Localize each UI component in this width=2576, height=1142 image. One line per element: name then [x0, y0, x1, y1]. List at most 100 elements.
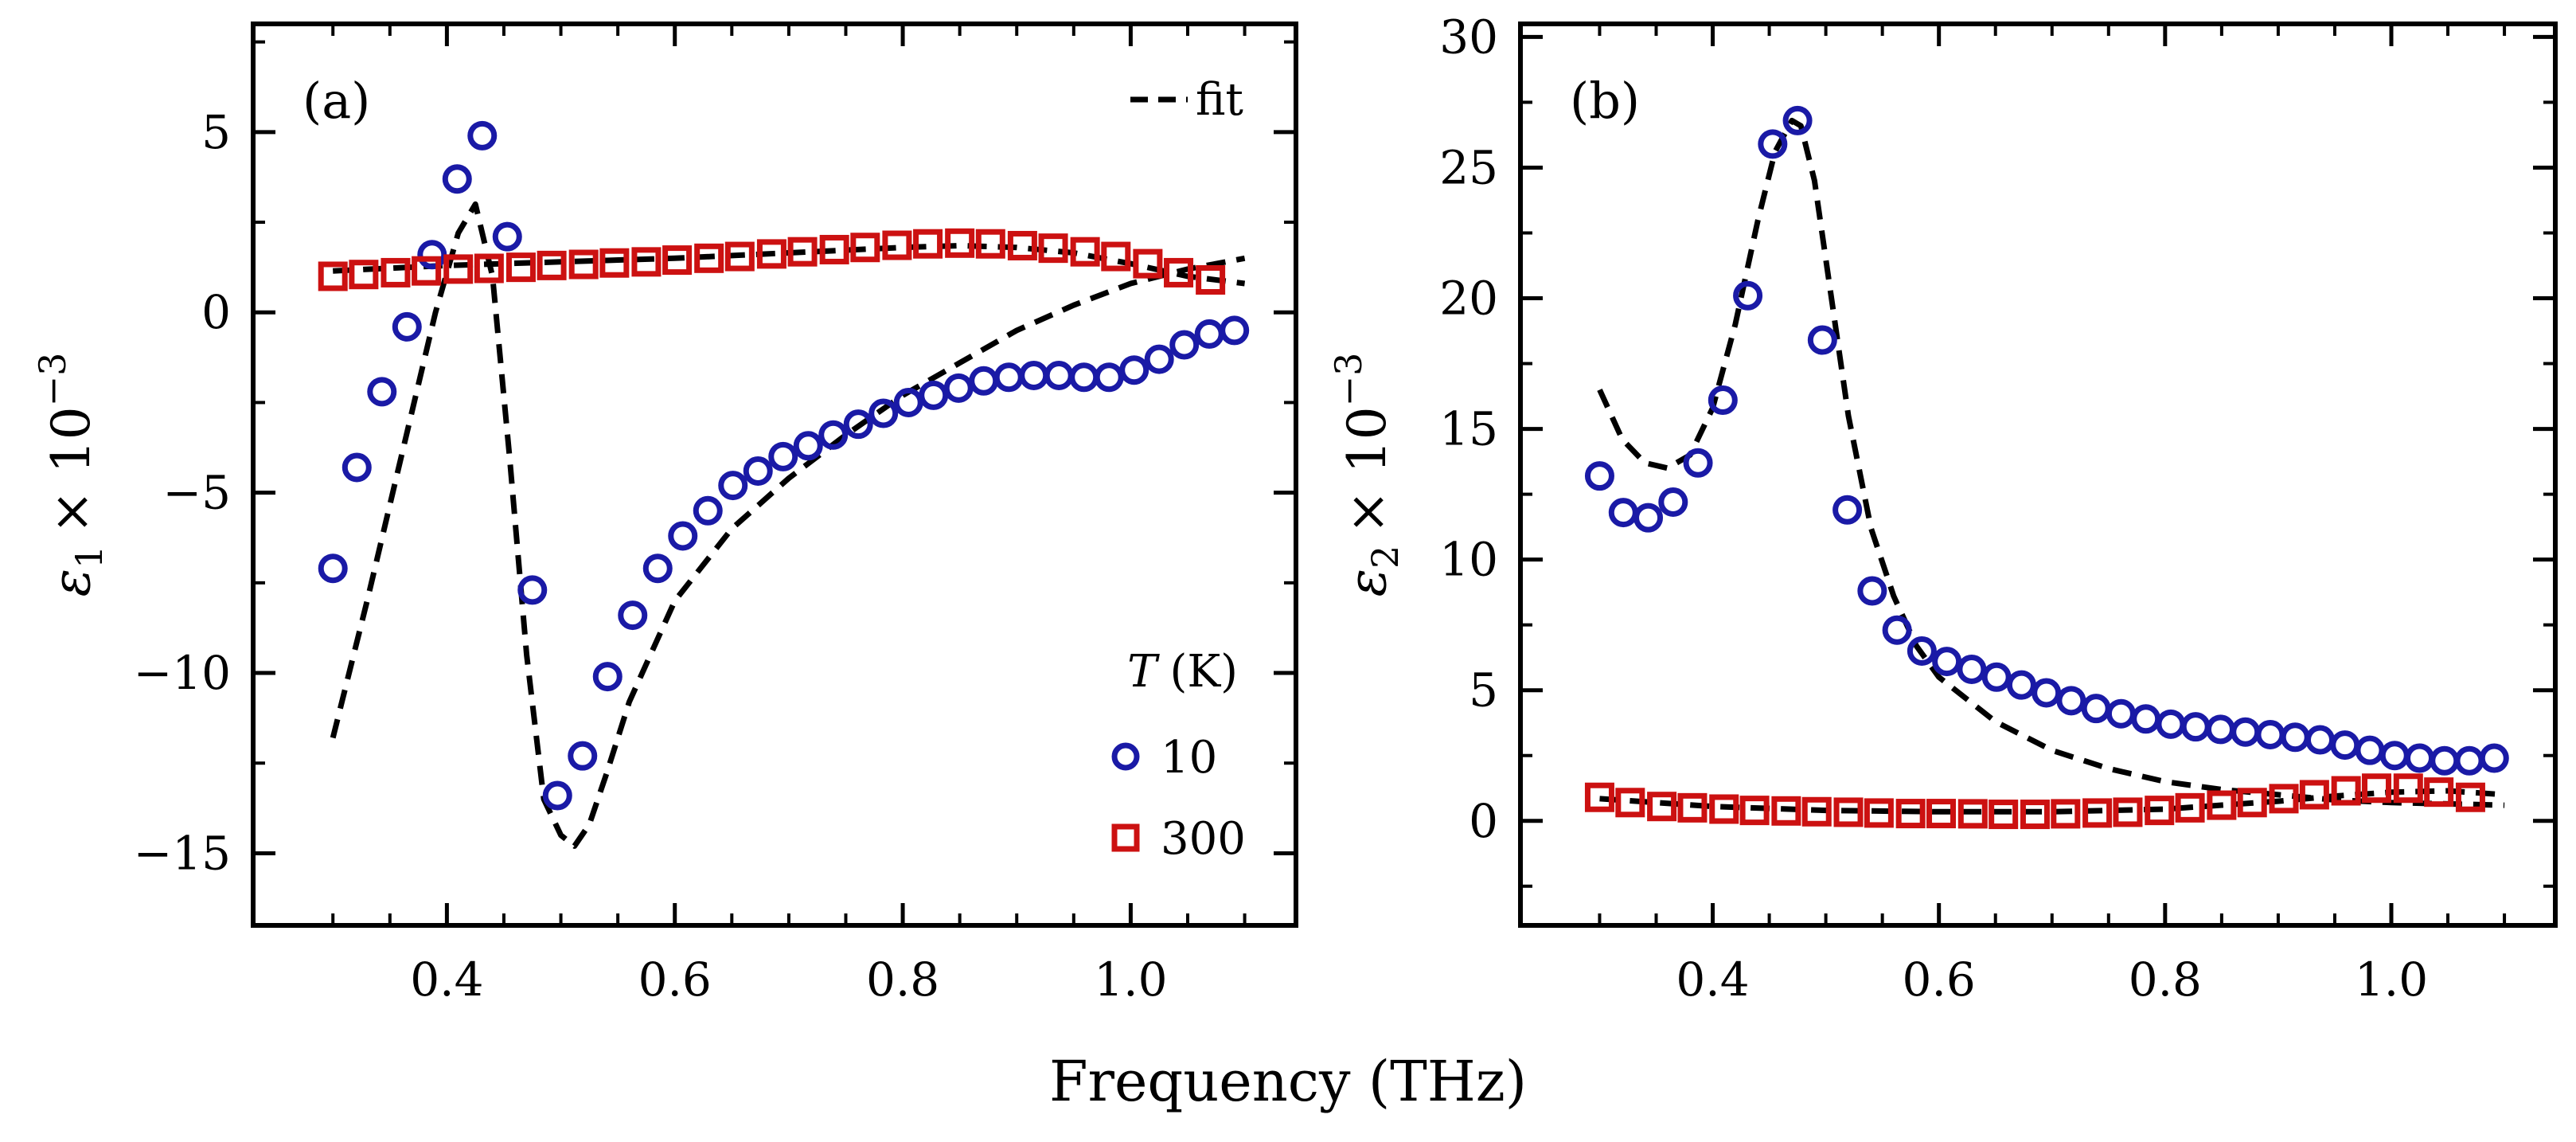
panel-a-point-300K: [412, 256, 442, 286]
panel-b-point-10K: [1733, 280, 1763, 311]
panel-b-point-10K: [2379, 741, 2410, 771]
panel-a-fit-line: [330, 201, 1246, 849]
panel-a-xtick-label: 0.6: [638, 952, 712, 1007]
panel-a-point-10K: [618, 600, 648, 631]
panel-a-point-10K: [993, 362, 1024, 393]
panel-b-ylabel-sub: 2: [1364, 546, 1407, 569]
panel-a-point-300K: [1196, 264, 1226, 295]
panel-b-point-10K: [2180, 712, 2211, 742]
panel-a-point-300K: [1038, 233, 1068, 264]
panel-a-point-10K: [342, 452, 372, 483]
panel-b-ytick-label: 30: [1439, 10, 1498, 64]
panel-b-ytick-label: 25: [1439, 140, 1498, 194]
panel-b-ytick-label: 10: [1439, 533, 1498, 587]
panel-a-point-300K: [945, 228, 975, 258]
panel-b-point-300K: [1833, 797, 1864, 827]
panel-b-point-300K: [2424, 777, 2454, 808]
panel-b-point-300K: [2207, 790, 2237, 820]
panel-a-label: (a): [302, 72, 370, 130]
panel-b-point-300K: [2145, 796, 2175, 826]
panel-b-point-300K: [2113, 797, 2143, 827]
panel-b-point-10K: [1758, 129, 1788, 159]
panel-b-point-10K: [1782, 105, 1813, 135]
panel-b-ylabel-times: × 10: [1337, 406, 1398, 534]
panel-b-fit-300-line: [1599, 788, 2505, 815]
panel-a-point-10K: [843, 409, 873, 440]
panel-a-xtick-label: 0.8: [866, 952, 939, 1007]
panel-a-point-10K: [969, 366, 999, 396]
panel-b-point-300K: [1864, 798, 1894, 828]
panel-a-ylabel-symbol: ε: [41, 569, 102, 596]
panel-a-point-300K: [787, 237, 818, 267]
panel-a-point-300K: [349, 260, 379, 290]
panel-b-ytick-label: 15: [1439, 402, 1498, 456]
panel-a-point-300K: [474, 253, 504, 284]
panel-a-y-axis-label: ε1 × 10−3: [31, 353, 111, 597]
panel-b-point-10K: [2355, 735, 2385, 765]
panel-b-point-300K: [1771, 796, 1801, 826]
panel-b-point-10K: [1832, 495, 1863, 525]
panel-b-point-300K: [2237, 788, 2267, 818]
panel-a-point-10K: [818, 420, 849, 450]
panel-a-point-10K: [718, 471, 748, 501]
panel-a-point-300K: [1164, 257, 1194, 287]
panel-a-point-300K: [505, 252, 536, 283]
panel-a-point-10K: [693, 495, 723, 526]
panel-b-ytick-label: 5: [1469, 663, 1498, 718]
panel-b-point-300K: [1615, 788, 1645, 818]
legend-label-300: 300: [1161, 813, 1246, 865]
panel-a-ylabel-times: × 10: [41, 406, 102, 534]
panel-a-point-300K: [724, 241, 755, 272]
panel-a-point-10K: [592, 662, 623, 692]
panel-b-point-300K: [1895, 799, 1926, 829]
legend-title-unit: (K): [1169, 646, 1238, 698]
panel-b-point-10K: [1907, 636, 1937, 666]
panel-a-point-300K: [850, 233, 880, 263]
panel-b-point-10K: [2205, 714, 2235, 745]
panel-b-point-10K: [2081, 694, 2111, 724]
panel-a-ytick-label: −5: [163, 466, 232, 520]
panel-a-point-300K: [662, 245, 693, 276]
panel-b-point-300K: [2082, 798, 2113, 828]
legend-marker-300: [1111, 823, 1140, 852]
panel-a-point-10K: [318, 553, 348, 584]
panel-b-point-10K: [1658, 487, 1688, 517]
panel-a-ytick-label: −15: [134, 826, 231, 880]
panel-b-ytick-label: 20: [1439, 272, 1498, 326]
panel-b-point-10K: [2305, 725, 2335, 755]
panel-b-point-10K: [1683, 448, 1713, 478]
panel-b-xtick-label: 1.0: [2355, 952, 2428, 1007]
panel-a-point-300K: [568, 249, 599, 280]
panel-b-point-10K: [2430, 745, 2460, 776]
panel-a-point-10K: [1119, 355, 1149, 385]
legend-title-symbol: T: [1127, 646, 1160, 698]
panel-b-point-10K: [1608, 498, 1638, 528]
legend-fit-label: fit: [1196, 74, 1243, 126]
panel-a-point-300K: [694, 243, 724, 273]
panel-a-point-10K: [919, 380, 949, 410]
panel-b-point-10K: [1857, 576, 1887, 606]
panel-b-point-10K: [2280, 722, 2310, 753]
panel-b-point-300K: [2393, 773, 2423, 804]
panel-a-point-10K: [668, 521, 698, 551]
panel-a-point-300K: [756, 239, 786, 269]
panel-b-point-300K: [2455, 782, 2485, 812]
panel-b: 0.4 0.6 0.8 1.0 0 5 10 15 20 25 30 (b) ε2 × 10−3: [1327, 10, 2558, 1007]
panel-b-point-10K: [1882, 615, 1912, 645]
panel-b-ylabel-exp: −3: [1327, 353, 1370, 407]
panel-a-point-10K: [467, 120, 498, 151]
panel-b-ticks: 0.4 0.6 0.8 1.0 0 5 10 15 20 25 30: [1439, 10, 2555, 1007]
legend: fit T (K) 10 300: [1111, 74, 1246, 865]
panel-b-point-300K: [1957, 799, 1988, 829]
panel-b-frame: [1518, 22, 2558, 928]
panel-b-ytick-label: 0: [1469, 794, 1498, 848]
panel-b-point-10K: [1957, 654, 1987, 684]
panel-a-xtick-label: 1.0: [1094, 952, 1167, 1007]
panel-b-point-10K: [2106, 698, 2136, 729]
panel-a-point-300K: [599, 248, 630, 278]
panel-a-point-10K: [517, 575, 548, 605]
panel-b-point-300K: [1989, 800, 2019, 830]
legend-marker-10: [1111, 742, 1140, 771]
panel-a-point-10K: [367, 377, 397, 407]
